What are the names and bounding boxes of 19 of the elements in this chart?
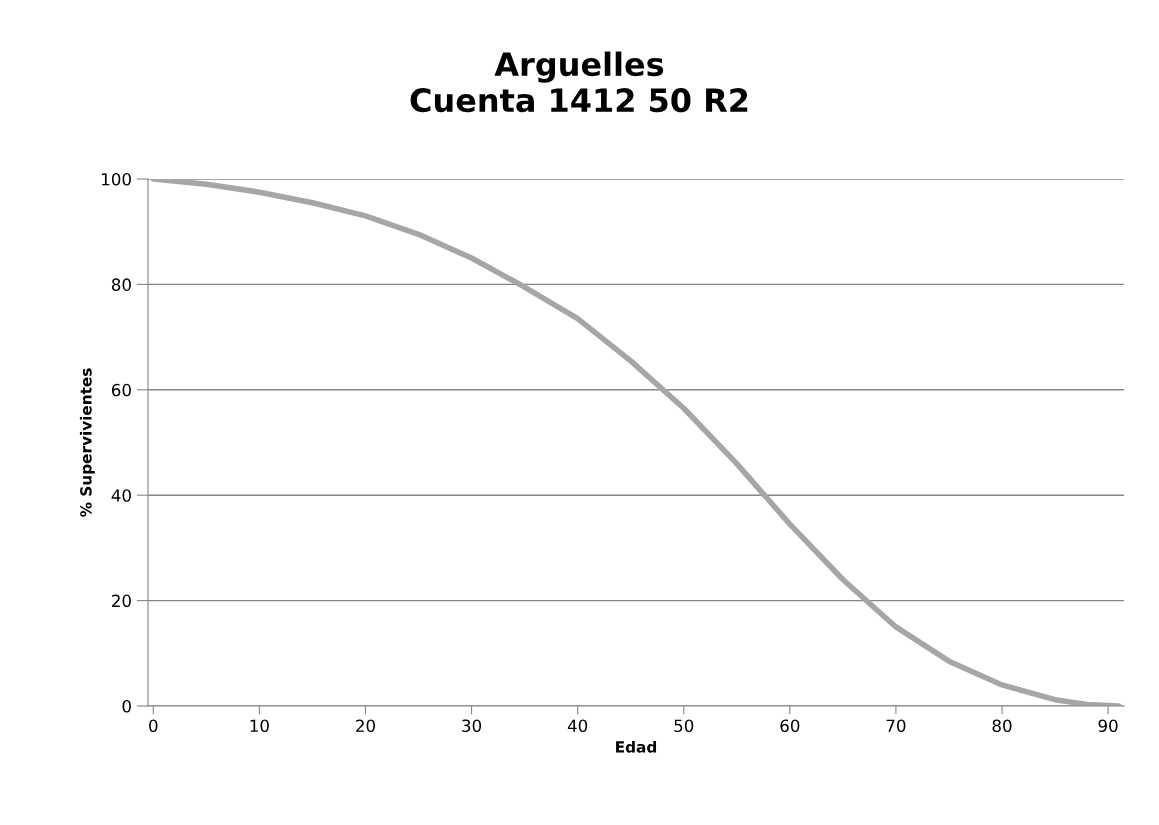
x-tick-label: 0 [149,719,158,733]
y-tick-label: 40 [111,489,131,502]
x-tick-label: 50 [674,719,694,733]
y-tick-label: 20 [112,594,131,608]
x-tick-label: 70 [886,719,906,733]
x-axis-title: Edad [616,740,657,753]
x-tick-label: 60 [780,719,800,733]
x-tick-label: 80 [992,719,1012,733]
chart-title: Arguelles Cuenta 1412 50 R2 [410,51,748,113]
x-tick-label: 30 [462,719,482,733]
y-tick-label: 80 [111,278,131,291]
y-tick-label: 60 [111,383,131,397]
y-axis-title: % Supervivientes [79,368,95,517]
x-tick-label: 10 [250,719,269,733]
y-tick-label: 0 [122,699,131,713]
x-tick-label: 20 [356,719,375,733]
x-tick-label: 40 [567,719,588,733]
y-tick-label: 100 [102,172,131,186]
x-tick-label: 90 [1098,719,1118,733]
